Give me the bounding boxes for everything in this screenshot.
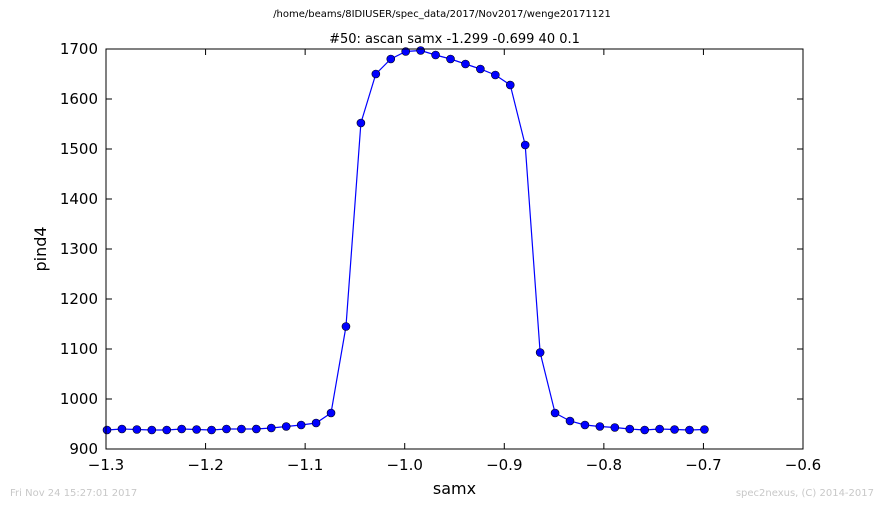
data-point (326, 408, 336, 418)
data-point (520, 140, 530, 150)
data-point (311, 418, 321, 428)
y-tick-label: 1600 (60, 90, 98, 108)
x-tick-label: −1.1 (287, 456, 323, 474)
x-axis-label: samx (433, 479, 476, 498)
data-point (147, 425, 157, 435)
x-tick-label: −1.3 (88, 456, 124, 474)
data-point (580, 420, 590, 430)
data-point (132, 425, 142, 434)
data-point (341, 322, 351, 331)
footer-credit: spec2nexus, (C) 2014-2017 (735, 488, 874, 499)
y-tick-label: 1400 (60, 190, 98, 208)
data-point (685, 425, 694, 435)
data-point (416, 46, 425, 55)
data-markers (102, 46, 709, 435)
axis-ticks (105, 48, 804, 450)
data-point (431, 50, 440, 60)
data-point (371, 69, 381, 79)
data-point (102, 425, 112, 435)
data-point (640, 425, 649, 435)
data-point (386, 54, 396, 64)
x-tick-label: −0.8 (586, 456, 622, 474)
data-point (670, 425, 679, 434)
data-point (446, 54, 455, 64)
data-point (565, 416, 575, 426)
data-point (266, 423, 276, 433)
x-tick-label: −0.9 (486, 456, 522, 474)
y-tick-label: 1500 (60, 140, 98, 158)
y-tick-label: 900 (69, 440, 98, 458)
data-point (162, 425, 172, 435)
data-point (296, 420, 306, 430)
x-tick-label: −1.0 (386, 456, 422, 474)
plot-area-frame (105, 48, 804, 450)
data-point (117, 424, 127, 434)
data-point (550, 408, 560, 418)
data-point (476, 64, 485, 74)
data-point (281, 422, 291, 431)
x-tick-label: −0.6 (785, 456, 821, 474)
data-point (505, 80, 515, 90)
data-point (222, 424, 231, 434)
tick-labels: −1.3 −1.2 −1.1 −1.0 −0.9 −0.8 −0.7 −0.6 900 1000 1… (60, 40, 821, 474)
data-point (595, 422, 605, 431)
data-point (610, 423, 620, 432)
y-axis-label: pind4 (31, 226, 50, 271)
y-tick-label: 1100 (60, 340, 98, 358)
y-tick-label: 1300 (60, 240, 98, 258)
chart-title: #50: ascan samx -1.299 -0.699 40 0.1 (329, 32, 580, 47)
data-point (625, 424, 635, 434)
data-point (535, 348, 545, 357)
x-tick-label: −1.2 (187, 456, 223, 474)
data-point (252, 424, 261, 434)
data-point (177, 424, 186, 434)
x-tick-label: −0.7 (685, 456, 721, 474)
figure-suptitle: /home/beams/8IDIUSER/spec_data/2017/Nov2… (273, 9, 611, 20)
data-point (237, 424, 246, 434)
data-point (461, 59, 470, 69)
y-tick-label: 1000 (60, 390, 98, 408)
data-point (192, 425, 201, 434)
data-point (700, 425, 709, 434)
data-point (207, 425, 216, 435)
data-point (491, 70, 500, 80)
series-line (106, 49, 705, 431)
y-tick-label: 1200 (60, 290, 98, 308)
data-point (356, 118, 366, 128)
y-tick-label: 1700 (60, 40, 98, 58)
data-point (655, 424, 664, 434)
footer-timestamp: Fri Nov 24 15:27:01 2017 (10, 488, 138, 499)
